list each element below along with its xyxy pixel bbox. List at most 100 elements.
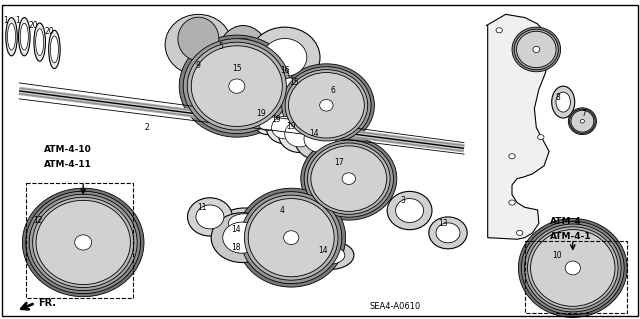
Ellipse shape	[387, 191, 432, 230]
Ellipse shape	[241, 192, 342, 284]
Ellipse shape	[8, 23, 15, 50]
Ellipse shape	[525, 224, 621, 312]
Ellipse shape	[258, 112, 277, 130]
Text: SEA4-A0610: SEA4-A0610	[370, 302, 421, 311]
Text: 13: 13	[438, 219, 448, 228]
Ellipse shape	[271, 116, 297, 139]
Text: 15: 15	[289, 78, 300, 87]
Text: 10: 10	[552, 251, 562, 260]
Ellipse shape	[33, 197, 134, 287]
Ellipse shape	[580, 119, 584, 123]
Ellipse shape	[436, 223, 460, 243]
Text: 3: 3	[401, 197, 406, 205]
Ellipse shape	[533, 46, 540, 53]
Text: 14: 14	[230, 225, 241, 234]
Ellipse shape	[248, 199, 334, 277]
Ellipse shape	[267, 68, 316, 120]
Ellipse shape	[515, 29, 558, 70]
Ellipse shape	[6, 18, 17, 56]
Text: FR.: FR.	[38, 298, 56, 308]
Ellipse shape	[571, 110, 594, 132]
Text: 1: 1	[15, 16, 20, 25]
Ellipse shape	[49, 30, 60, 69]
Text: 5: 5	[218, 42, 223, 51]
Ellipse shape	[565, 261, 580, 275]
Text: 6: 6	[330, 86, 335, 95]
Ellipse shape	[538, 135, 544, 140]
Text: 9: 9	[196, 61, 201, 70]
Text: 11: 11	[197, 203, 206, 212]
Ellipse shape	[228, 79, 245, 93]
Ellipse shape	[229, 38, 257, 73]
Ellipse shape	[314, 246, 345, 264]
Text: 4: 4	[279, 206, 284, 215]
Text: 2: 2	[145, 123, 150, 132]
Ellipse shape	[285, 121, 314, 147]
Text: ATM-4-11: ATM-4-11	[44, 160, 92, 169]
Ellipse shape	[294, 117, 346, 160]
Ellipse shape	[19, 18, 30, 56]
Ellipse shape	[22, 188, 144, 297]
Ellipse shape	[191, 46, 282, 126]
Ellipse shape	[75, 235, 92, 250]
Text: 15: 15	[232, 64, 242, 73]
Ellipse shape	[178, 17, 219, 61]
Ellipse shape	[218, 26, 269, 86]
Ellipse shape	[36, 29, 44, 56]
Ellipse shape	[276, 78, 307, 110]
Ellipse shape	[36, 200, 131, 285]
Text: 12: 12	[34, 216, 43, 225]
Ellipse shape	[512, 27, 561, 72]
Text: 20: 20	[44, 27, 54, 36]
Ellipse shape	[527, 227, 618, 309]
Text: 7: 7	[581, 109, 586, 118]
Text: 1: 1	[3, 16, 8, 25]
Ellipse shape	[183, 39, 291, 134]
Ellipse shape	[188, 198, 232, 236]
Text: ATM-4-1: ATM-4-1	[550, 232, 592, 241]
Ellipse shape	[304, 125, 336, 152]
Ellipse shape	[570, 109, 595, 133]
Text: 14: 14	[318, 246, 328, 255]
Ellipse shape	[556, 92, 570, 112]
Text: 19: 19	[271, 115, 282, 124]
Text: ATM-4-10: ATM-4-10	[44, 145, 92, 154]
Text: 19: 19	[286, 122, 296, 130]
Ellipse shape	[34, 23, 45, 61]
Ellipse shape	[285, 70, 367, 141]
Ellipse shape	[282, 67, 371, 144]
Ellipse shape	[429, 217, 467, 249]
Ellipse shape	[188, 42, 286, 130]
Text: 16: 16	[280, 66, 290, 75]
Ellipse shape	[223, 222, 261, 253]
Ellipse shape	[396, 198, 424, 223]
Ellipse shape	[228, 214, 260, 233]
Ellipse shape	[518, 219, 627, 317]
Text: 14: 14	[308, 130, 319, 138]
Ellipse shape	[342, 173, 356, 184]
Ellipse shape	[305, 241, 354, 270]
Ellipse shape	[263, 39, 307, 76]
Ellipse shape	[304, 140, 394, 217]
Ellipse shape	[179, 35, 294, 137]
Ellipse shape	[319, 100, 333, 111]
Ellipse shape	[250, 27, 320, 88]
Ellipse shape	[20, 23, 28, 50]
Ellipse shape	[568, 108, 596, 135]
Ellipse shape	[531, 230, 615, 306]
Ellipse shape	[509, 200, 515, 205]
Ellipse shape	[284, 231, 299, 245]
Ellipse shape	[26, 191, 141, 293]
Ellipse shape	[165, 14, 232, 75]
Ellipse shape	[253, 108, 282, 135]
Ellipse shape	[307, 143, 390, 214]
Bar	[525, 241, 627, 313]
Ellipse shape	[509, 154, 515, 159]
Ellipse shape	[516, 31, 556, 68]
Polygon shape	[486, 14, 549, 239]
Ellipse shape	[51, 36, 58, 63]
Text: 19: 19	[256, 109, 266, 118]
Text: 8: 8	[556, 93, 561, 102]
Ellipse shape	[211, 213, 273, 263]
Ellipse shape	[196, 205, 224, 229]
